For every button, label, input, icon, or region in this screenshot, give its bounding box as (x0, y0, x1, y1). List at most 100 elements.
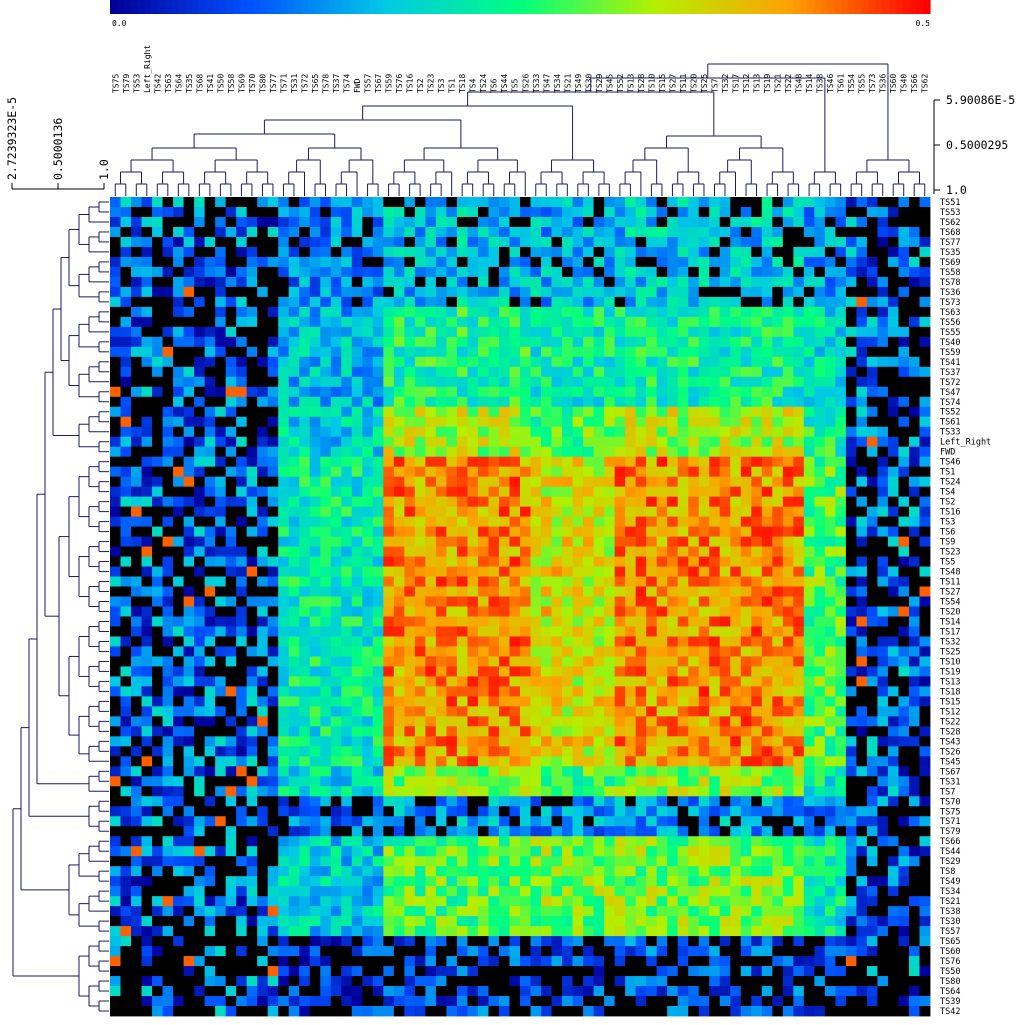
heatmap-cell (509, 216, 521, 228)
color-scale-step (807, 0, 815, 14)
heatmap-cell (824, 486, 836, 498)
heatmap-cell (551, 646, 563, 657)
column-label: TS32 (721, 74, 730, 93)
heatmap-cell (709, 316, 721, 328)
heatmap-cell (562, 606, 573, 617)
heatmap-cell (456, 266, 468, 278)
heatmap-cell (278, 626, 290, 637)
heatmap-cell (646, 326, 658, 338)
heatmap-cell (309, 246, 321, 258)
heatmap-cell (835, 546, 847, 557)
heatmap-cell (110, 316, 121, 328)
heatmap-cell (709, 406, 721, 418)
heatmap-cell (919, 676, 931, 687)
heatmap-cell (698, 306, 710, 318)
heatmap-cell (667, 666, 679, 677)
heatmap-cell (814, 556, 826, 567)
heatmap-cell (856, 536, 868, 547)
heatmap-cell (362, 446, 374, 458)
heatmap-cell (551, 576, 563, 587)
heatmap-cell (341, 626, 353, 637)
heatmap-cell (477, 686, 489, 697)
heatmap-cell (646, 666, 658, 677)
heatmap-cell (141, 197, 153, 208)
heatmap-cell (467, 246, 479, 258)
column-label: TS55 (858, 74, 867, 93)
heatmap-cell (541, 636, 552, 647)
heatmap-cell (194, 706, 206, 717)
heatmap-cell (162, 696, 174, 707)
heatmap-cell (635, 456, 647, 468)
heatmap-cell (572, 546, 584, 557)
heatmap-cell (152, 296, 163, 308)
heatmap-cell (120, 486, 132, 498)
heatmap-cell (215, 306, 227, 318)
color-scale-step (212, 0, 220, 14)
heatmap-cell (614, 506, 626, 518)
heatmap-cell (646, 626, 658, 637)
heatmap-cell (236, 386, 248, 398)
heatmap-cell (372, 197, 384, 208)
column-label: TS74 (343, 74, 352, 93)
heatmap-cell (782, 716, 794, 727)
heatmap-cell (173, 716, 184, 727)
heatmap-cell (751, 526, 763, 537)
heatmap-cell (761, 516, 773, 527)
heatmap-cell (488, 516, 500, 527)
heatmap-cell (656, 416, 668, 428)
heatmap-cell (887, 656, 899, 667)
heatmap-cell (782, 616, 794, 627)
heatmap-cell (583, 286, 594, 298)
heatmap-cell (120, 646, 132, 657)
heatmap-cell (635, 426, 647, 438)
heatmap-cell (877, 296, 889, 308)
heatmap-cell (162, 426, 174, 438)
heatmap-cell (236, 556, 248, 567)
heatmap-cell (541, 626, 552, 637)
heatmap-cell (814, 426, 826, 438)
color-scale-step (321, 0, 330, 14)
heatmap-cell (456, 716, 468, 727)
heatmap-cell (351, 406, 363, 418)
heatmap-cell (204, 326, 216, 338)
heatmap-cell (477, 356, 489, 368)
color-scale-step (684, 0, 692, 14)
heatmap-cell (435, 636, 447, 647)
heatmap-cell (204, 596, 216, 607)
heatmap-cell (236, 696, 248, 707)
heatmap-cell (877, 476, 889, 488)
heatmap-cell (320, 396, 332, 408)
heatmap-cell (667, 276, 679, 288)
heatmap-cell (625, 406, 637, 418)
heatmap-cell (509, 646, 521, 657)
heatmap-cell (877, 536, 889, 547)
heatmap-cell (803, 336, 815, 348)
heatmap-cell (856, 226, 868, 238)
heatmap-cell (488, 656, 500, 667)
heatmap-cell (667, 416, 679, 428)
heatmap-cell (309, 596, 321, 607)
heatmap-cell (635, 656, 647, 667)
heatmap-cell (467, 726, 479, 737)
heatmap-cell (751, 656, 763, 667)
heatmap-cell (698, 476, 710, 488)
heatmap-cell (803, 276, 815, 288)
heatmap-cell (751, 496, 763, 508)
heatmap-cell (698, 656, 710, 667)
heatmap-cell (751, 236, 763, 248)
heatmap-cell (414, 456, 426, 468)
heatmap-cell (162, 216, 174, 228)
heatmap-cell (730, 556, 742, 567)
heatmap-cell (688, 316, 700, 328)
heatmap-cell (667, 246, 679, 258)
heatmap-cell (667, 236, 679, 248)
heatmap-cell (614, 566, 626, 577)
heatmap-cell (530, 236, 542, 248)
heatmap-cell (919, 226, 931, 238)
heatmap-cell (835, 216, 847, 228)
heatmap-cell (635, 616, 647, 627)
heatmap-cell (824, 546, 836, 557)
color-scale-step (663, 0, 671, 14)
heatmap-cell (656, 486, 668, 498)
heatmap-cell (456, 376, 468, 388)
